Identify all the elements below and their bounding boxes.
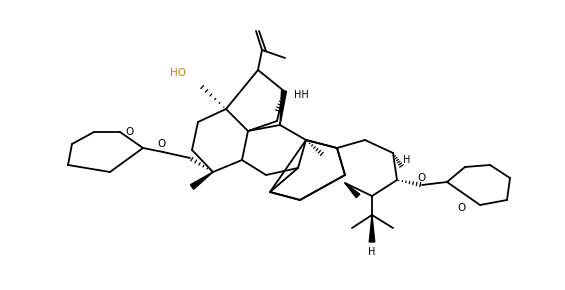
Text: HO: HO — [170, 68, 186, 78]
Text: H: H — [368, 247, 376, 257]
Text: HH: HH — [294, 90, 308, 100]
Text: O: O — [158, 139, 166, 149]
Polygon shape — [370, 215, 375, 242]
Polygon shape — [280, 91, 286, 125]
Text: O: O — [418, 173, 426, 183]
Polygon shape — [345, 183, 360, 198]
Text: O: O — [126, 127, 134, 137]
Text: O: O — [458, 203, 466, 213]
Text: H: H — [403, 155, 410, 165]
Polygon shape — [190, 172, 213, 189]
